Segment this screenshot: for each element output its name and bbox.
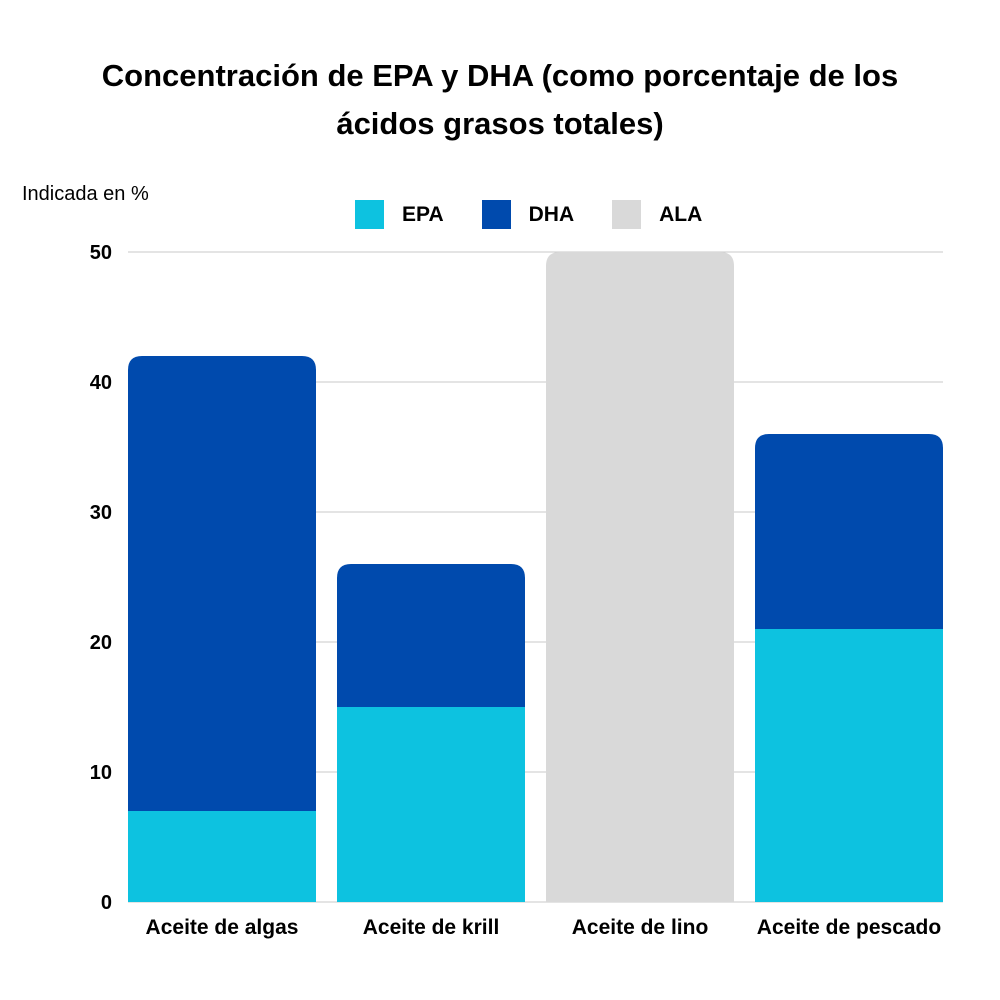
bar-dha-1	[128, 356, 316, 811]
chart-title-line-1: Concentración de EPA y DHA (como porcent…	[101, 58, 899, 93]
y-axis-ticks: 0 10 20 30 40 50	[90, 242, 112, 914]
bar-epa-1	[128, 811, 316, 902]
legend-swatch-ala	[612, 200, 642, 229]
bars	[128, 252, 943, 902]
legend-label-dha: DHA	[528, 202, 575, 226]
x-category-label: Aceite de krill	[363, 916, 500, 939]
legend: EPA DHA ALA	[355, 200, 740, 229]
bar-dha-4	[755, 434, 943, 629]
y-axis-label: Indicada en %	[22, 183, 149, 205]
chart-title-line-2: ácidos grasos totales)	[336, 106, 664, 141]
y-tick-label: 10	[90, 762, 112, 784]
x-category-label: Aceite de lino	[572, 916, 709, 939]
legend-label-ala: ALA	[659, 202, 703, 226]
legend-label-epa: EPA	[402, 202, 444, 226]
legend-item-ala: ALA	[612, 200, 702, 229]
legend-swatch-epa	[355, 200, 384, 229]
y-tick-label: 0	[101, 892, 112, 914]
y-tick-label: 30	[90, 502, 112, 524]
y-tick-label: 20	[90, 632, 112, 654]
x-category-label: Aceite de pescado	[757, 916, 941, 939]
bar-ala-3	[546, 252, 734, 902]
y-tick-label: 40	[90, 372, 112, 394]
bar-epa-4	[755, 629, 943, 902]
bar-epa-2	[337, 707, 525, 902]
x-axis-categories: Aceite de algas Aceite de krill Aceite de …	[146, 916, 942, 939]
legend-swatch-dha	[481, 200, 511, 229]
y-tick-label: 50	[90, 242, 112, 264]
x-category-label: Aceite de algas	[146, 916, 299, 939]
chart-title: Concentración de EPA y DHA (como porcent…	[0, 52, 1000, 148]
bar-dha-2	[337, 564, 525, 707]
legend-item-dha: DHA	[481, 200, 575, 229]
legend-item-epa: EPA	[355, 200, 444, 229]
